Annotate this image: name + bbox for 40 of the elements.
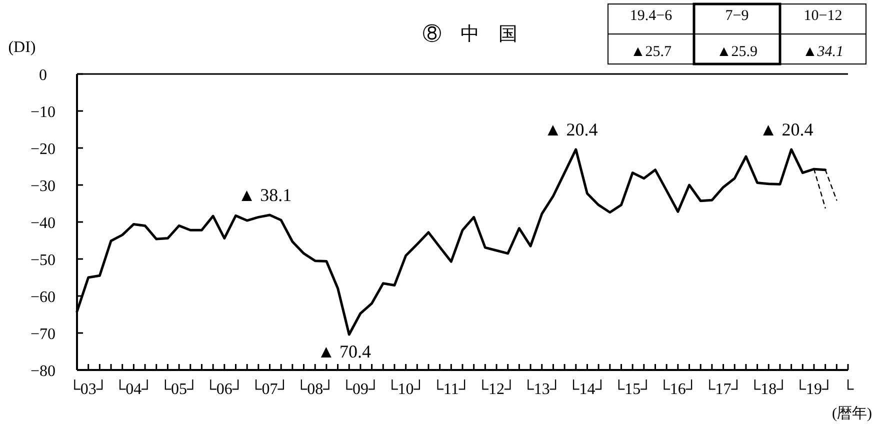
y-tick-label: −70 [30, 326, 56, 343]
chart-title: ⑧ 中 国 [422, 24, 518, 45]
x-tick-label: └11┘ [432, 379, 470, 398]
x-tick-label: └16┘ [658, 379, 698, 398]
x-tick-label: └04┘ [114, 379, 154, 398]
x-tick-label: └03┘ [69, 379, 108, 398]
y-tick-label: −40 [30, 215, 56, 232]
annotation: ▲ 38.1 [238, 184, 292, 205]
x-tick-label: └18┘ [749, 379, 788, 398]
x-tick-label: └05┘ [160, 379, 198, 398]
x-tick-label: └10┘ [386, 379, 426, 398]
y-tick-label: −10 [30, 104, 56, 121]
x-axis-title: (暦年) [832, 405, 872, 422]
x-tick-label: └14┘ [568, 379, 607, 398]
y-tick-label: −60 [30, 289, 56, 306]
x-tick-label: └07┘ [250, 379, 290, 398]
text: ▲34.1 [802, 44, 844, 60]
y-tick-label: −50 [30, 252, 56, 269]
text: 7−9 [725, 8, 749, 24]
text: 19.4−6 [630, 8, 673, 24]
x-tick-label: └15┘ [613, 379, 652, 398]
x-tick-label: └08┘ [296, 379, 334, 398]
x-tick-label: └19┘ [794, 379, 834, 398]
y-tick-label: −30 [30, 178, 56, 195]
annotation: ▲ 20.4 [544, 119, 598, 140]
x-tick-label: └12┘ [477, 379, 516, 398]
x-tick-label: └06┘ [205, 379, 244, 398]
text: ▲25.9 [716, 44, 758, 60]
x-tick-label: └13┘ [522, 379, 562, 398]
y-tick-label: −80 [30, 363, 56, 380]
x-tick-label: └09┘ [341, 379, 380, 398]
text: ▲25.7 [630, 44, 672, 60]
x-tick-label: └ [842, 379, 854, 398]
annotation: ▲ 20.4 [759, 119, 814, 140]
y-tick-label: −20 [30, 141, 56, 158]
x-tick-label: └17┘ [704, 379, 743, 398]
text: 10−12 [804, 8, 842, 24]
y-tick-label: 0 [39, 67, 47, 84]
y-axis-title: (DI) [8, 39, 36, 56]
annotation: ▲ 70.4 [317, 341, 372, 362]
